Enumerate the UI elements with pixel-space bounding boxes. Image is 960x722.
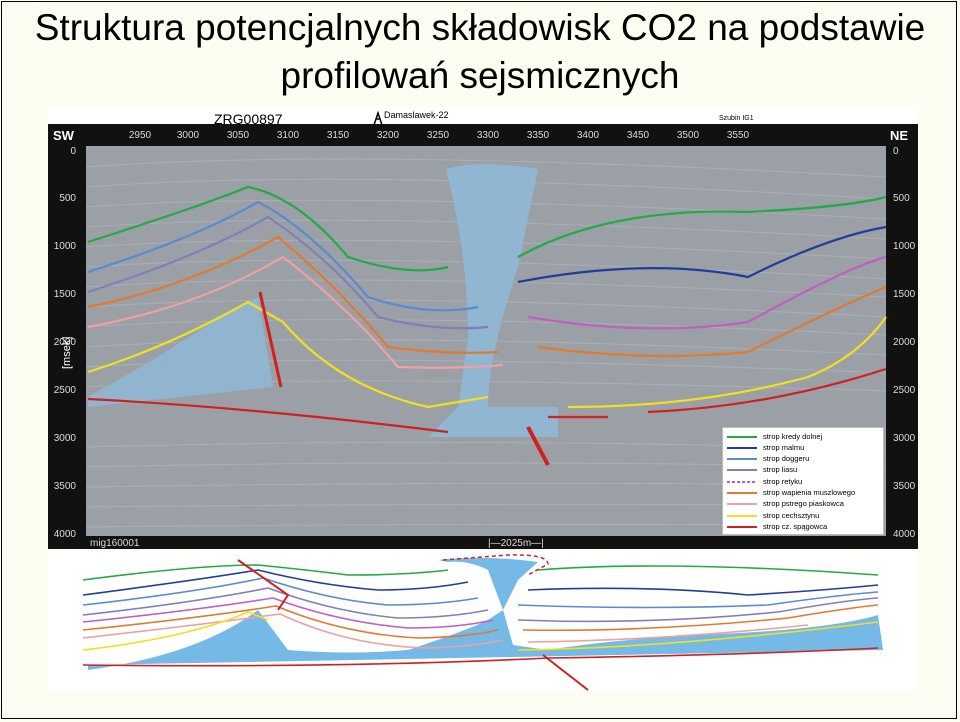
scale-bar-label: |—2025m—| <box>488 538 544 549</box>
x-tick-labels: 2950 3000 3050 3100 3150 3200 3250 3300 3350 3… <box>129 130 750 141</box>
legend-label: strop malmu <box>763 443 805 452</box>
svg-text:3250: 3250 <box>427 130 450 141</box>
legend-swatch <box>727 447 757 449</box>
svg-text:3100: 3100 <box>277 130 300 141</box>
legend-swatch <box>727 469 757 471</box>
svg-text:3550: 3550 <box>727 130 750 141</box>
svg-text:4000: 4000 <box>54 529 77 540</box>
legend-label: strop cz. spągowca <box>763 522 828 531</box>
dir-ne-label: NE <box>890 128 908 143</box>
left-axis-bar <box>48 146 86 549</box>
svg-text:1500: 1500 <box>893 289 916 300</box>
svg-text:3050: 3050 <box>227 130 250 141</box>
svg-text:1000: 1000 <box>54 241 77 252</box>
svg-text:0: 0 <box>70 146 76 157</box>
svg-text:3350: 3350 <box>527 130 550 141</box>
svg-text:2500: 2500 <box>893 385 916 396</box>
y-tick-labels-left: 0 500 1000 1500 2000 2500 3000 3500 4000 <box>54 146 77 540</box>
legend-label: strop doggeru <box>763 454 810 463</box>
right-axis-bar <box>886 146 918 549</box>
legend-item: strop cechsztynu <box>727 510 881 521</box>
seismic-profile-image: SW NE 2950 3000 3050 3100 3150 3200 3250 3300… <box>48 107 918 549</box>
legend-label: strop liasu <box>763 465 798 474</box>
svg-text:3450: 3450 <box>627 130 650 141</box>
legend-swatch <box>727 503 757 505</box>
section-horizons <box>82 559 879 691</box>
well-szubin-label: Szubin IG1 <box>719 115 754 122</box>
legend-swatch <box>727 436 757 438</box>
slide-title-line2: profilowań sejsmicznych <box>280 55 680 96</box>
y-tick-labels-right: 0 500 1000 1500 2000 2500 3000 3500 4000 <box>893 146 916 540</box>
slide-title-line1: Struktura potencjalnych składowisk CO2 n… <box>34 7 926 48</box>
seismic-horizons <box>87 185 887 466</box>
svg-text:500: 500 <box>893 193 910 204</box>
svg-text:2500: 2500 <box>54 385 77 396</box>
svg-text:3500: 3500 <box>677 130 700 141</box>
svg-text:500: 500 <box>59 193 76 204</box>
legend-label: strop pstrego piaskowca <box>763 499 844 508</box>
legend-item: strop liasu <box>727 464 881 475</box>
svg-text:4000: 4000 <box>893 529 916 540</box>
legend-label: strop cechsztynu <box>763 511 820 520</box>
svg-text:3150: 3150 <box>327 130 350 141</box>
svg-text:3000: 3000 <box>177 130 200 141</box>
salt-pillow <box>88 297 273 407</box>
legend-swatch <box>727 526 757 528</box>
time-axis-label: [msek] <box>61 337 73 369</box>
footer-left-label: mig160001 <box>90 538 140 549</box>
legend-swatch <box>727 458 757 460</box>
legend-swatch <box>727 481 757 483</box>
legend-item: strop pstrego piaskowca <box>727 498 881 509</box>
legend-item: strop malmu <box>727 442 881 453</box>
legend-item: strop cz. spągowca <box>727 521 881 532</box>
horizon-legend: strop kredy dolnej strop malmu strop dog… <box>722 427 884 535</box>
svg-text:1500: 1500 <box>54 289 77 300</box>
seismic-footer-bar <box>86 536 886 549</box>
legend-item: strop wapienia muszlowego <box>727 487 881 498</box>
legend-label: strop kredy dolnej <box>763 432 823 441</box>
svg-text:3500: 3500 <box>893 481 916 492</box>
seismic-line-id: ZRG00897 <box>214 111 283 127</box>
svg-text:3200: 3200 <box>377 130 400 141</box>
svg-text:3000: 3000 <box>893 433 916 444</box>
svg-text:3500: 3500 <box>54 481 77 492</box>
legend-item: strop kredy dolnej <box>727 431 881 442</box>
seismic-header-bar <box>48 124 918 146</box>
svg-text:0: 0 <box>893 146 899 157</box>
svg-text:3300: 3300 <box>477 130 500 141</box>
svg-text:2000: 2000 <box>893 337 916 348</box>
legend-swatch <box>727 492 757 494</box>
legend-label: strop wapienia muszlowego <box>763 488 856 497</box>
legend-swatch <box>727 515 757 517</box>
well-damaslawek-label: Damaslawek-22 <box>384 110 449 120</box>
geological-interpretation <box>48 550 918 691</box>
well-derrick-icon <box>373 110 383 126</box>
legend-item: strop doggeru <box>727 453 881 464</box>
dir-sw-label: SW <box>53 128 75 143</box>
svg-text:3400: 3400 <box>577 130 600 141</box>
legend-label: strop retyku <box>763 477 803 486</box>
legend-item: strop retyku <box>727 476 881 487</box>
svg-text:1000: 1000 <box>893 241 916 252</box>
salt-diapir <box>428 164 558 437</box>
svg-text:2950: 2950 <box>129 130 152 141</box>
svg-text:3000: 3000 <box>54 433 77 444</box>
svg-text:2000: 2000 <box>54 337 77 348</box>
